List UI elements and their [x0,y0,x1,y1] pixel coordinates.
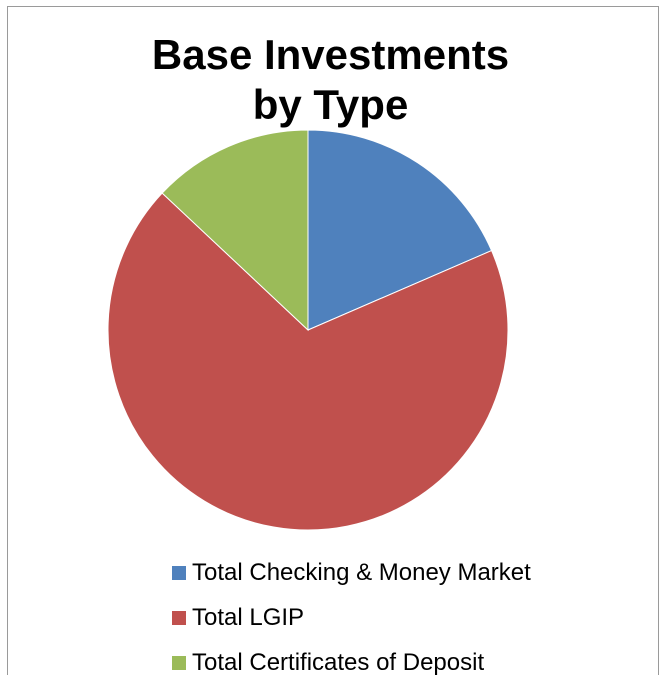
legend-label: Total LGIP [192,603,305,631]
legend-item: Total Checking & Money Market [172,550,531,595]
chart-title: Base Investments by Type [0,30,661,130]
pie-slice-2 [161,129,309,332]
chart-title-line-1: Base Investments [151,31,510,78]
legend-item: Total Certificates of Deposit [172,640,531,685]
legend: Total Checking & Money Market Total LGIP T… [172,550,531,685]
pie-slice-0 [307,129,493,331]
legend-item: Total LGIP [172,595,531,640]
chart-title-line-2: by Type [252,81,409,128]
pie-slice-1 [107,192,509,531]
legend-swatch [172,610,186,625]
legend-swatch [172,655,186,670]
legend-label: Total Certificates of Deposit [192,648,485,676]
legend-swatch [172,565,186,580]
legend-label: Total Checking & Money Market [192,558,531,586]
